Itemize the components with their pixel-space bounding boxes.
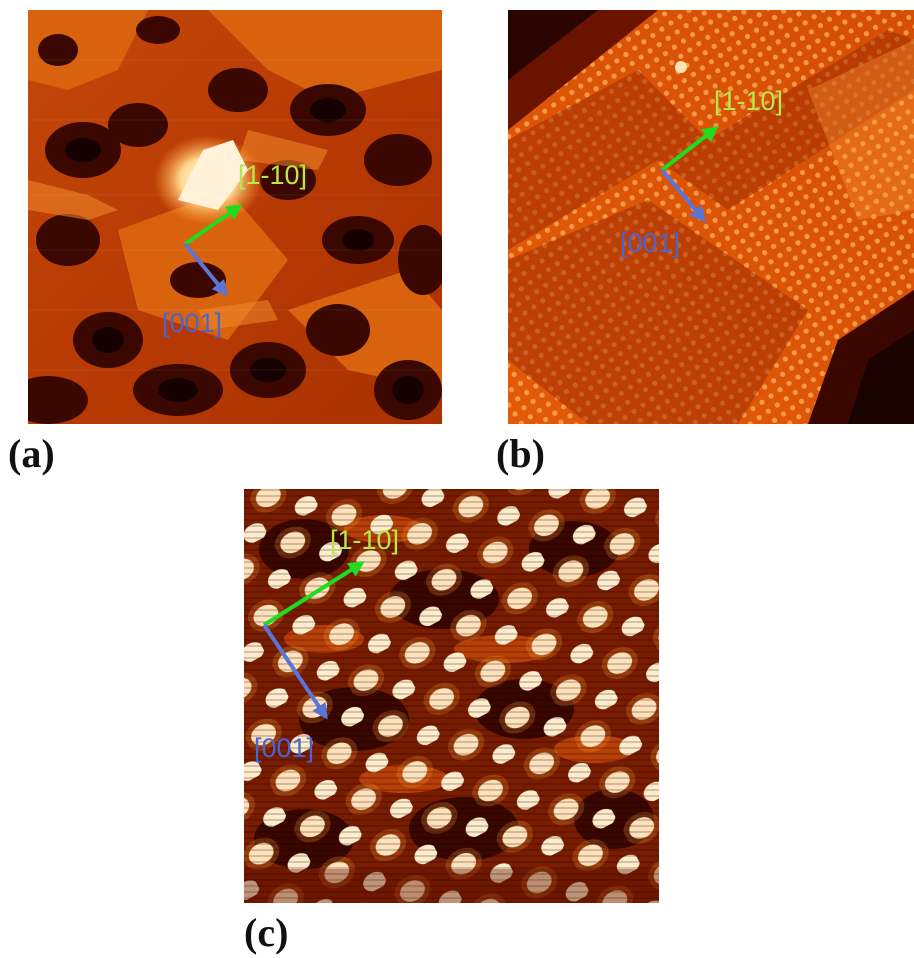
- stm-atomic-image: [244, 489, 659, 903]
- stm-image-b: [1-10] [001]: [508, 10, 914, 424]
- axis-label-001: [001]: [162, 308, 223, 338]
- axis-label-001: [001]: [620, 228, 681, 258]
- panel-label-a: (a): [8, 431, 55, 476]
- stm-image-a: [1-10] [001]: [28, 10, 442, 424]
- axis-label-1-10: [1-10]: [330, 525, 400, 555]
- axis-label-1-10: [1-10]: [714, 86, 784, 116]
- stm-lattice-image: [508, 10, 914, 424]
- panel-label-c: (c): [244, 910, 289, 955]
- axis-label-001: [001]: [254, 733, 315, 763]
- stm-terrace-image: [28, 10, 442, 424]
- stm-image-c: [1-10] [001]: [244, 489, 659, 903]
- axis-label-1-10: [1-10]: [238, 160, 308, 190]
- panel-label-b: (b): [496, 431, 545, 476]
